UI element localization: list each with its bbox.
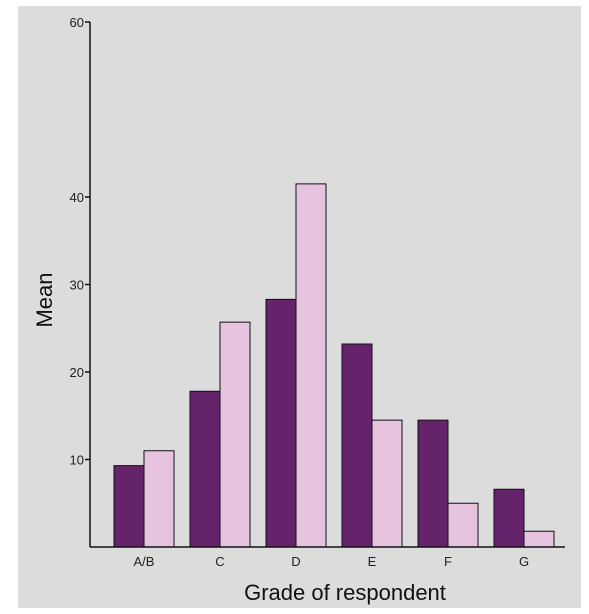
bar-series-1-d (265, 298, 297, 548)
bar-series-1-e (341, 343, 373, 548)
x-tick-label-a-b: A/B (134, 554, 155, 569)
y-tick-label-20: 20 (70, 365, 84, 380)
bar-series-2-e (371, 419, 403, 548)
y-axis-title: Mean (32, 272, 57, 327)
x-tick-label-f: F (444, 554, 452, 569)
x-ticks-group: A/B C D E F G (134, 554, 530, 569)
y-tick-label-60: 60 (70, 15, 84, 30)
y-tick-label-40: 40 (70, 190, 84, 205)
bars-group (113, 183, 555, 548)
bar-series-2-a-b (143, 450, 175, 548)
y-ticks-group: 10 20 30 40 60 (70, 15, 90, 468)
bar-series-2-d (295, 183, 327, 548)
bar-series-1-c (189, 390, 221, 548)
y-tick-label-30: 30 (70, 278, 84, 293)
bar-series-2-f (447, 502, 479, 548)
x-tick-label-c: C (215, 554, 224, 569)
x-axis-title: Grade of respondent (244, 580, 446, 605)
bar-series-2-g (523, 530, 555, 548)
x-tick-label-d: D (291, 554, 300, 569)
bar-series-1-g (493, 488, 525, 548)
x-tick-label-g: G (519, 554, 529, 569)
x-tick-label-e: E (368, 554, 377, 569)
y-tick-label-10: 10 (70, 453, 84, 468)
bar-series-1-a-b (113, 465, 145, 548)
bar-series-1-f (417, 419, 449, 548)
bar-series-2-c (219, 321, 251, 548)
